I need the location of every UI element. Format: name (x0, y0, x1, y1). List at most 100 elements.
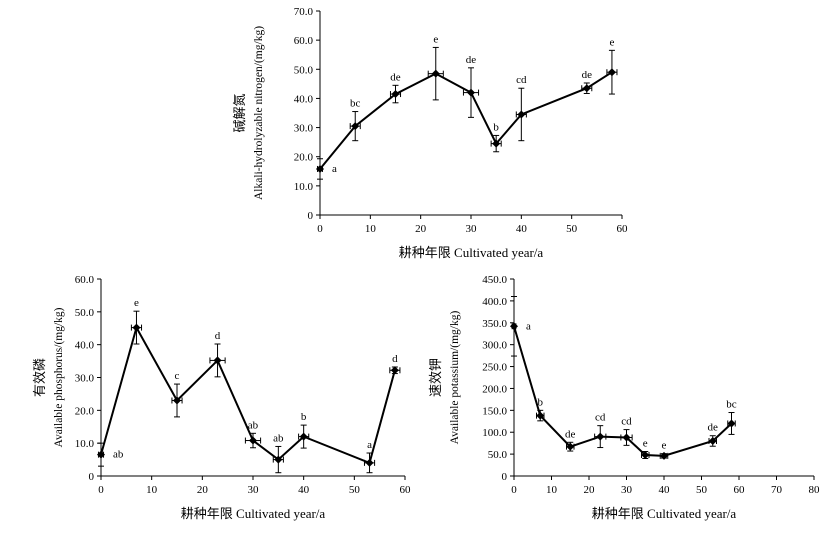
x-tick-label: 0 (511, 484, 517, 496)
y-tick-label: 20.0 (75, 405, 95, 417)
x-tick-label: 80 (809, 484, 821, 496)
significance-label: cd (621, 416, 632, 428)
x-tick-label: 10 (365, 223, 377, 235)
data-point (299, 432, 308, 441)
x-axis-label: 耕种年限 Cultivated year/a (592, 506, 737, 521)
data-point (510, 322, 518, 331)
y-tick-label: 450.0 (482, 274, 507, 286)
y-tick-label: 60.0 (75, 274, 95, 286)
data-point (536, 411, 545, 420)
y-tick-label: 40.0 (294, 93, 314, 105)
y-axis-label: Available phosphorus/(mg/kg) (53, 307, 65, 447)
x-tick-label: 10 (146, 484, 158, 496)
x-tick-label: 0 (317, 223, 323, 235)
series-line (100, 324, 396, 465)
y-tick-label: 30.0 (75, 373, 95, 385)
significance-label: c (175, 370, 180, 382)
x-tick-label: 10 (546, 484, 558, 496)
data-point (607, 68, 616, 77)
y-tick-label: 150.0 (482, 405, 507, 417)
significance-label: bc (726, 399, 737, 411)
significance-label: e (134, 297, 139, 309)
y-tick-label: 70.0 (294, 6, 314, 18)
significance-label: ab (248, 419, 259, 431)
data-point (351, 122, 360, 131)
data-point (708, 436, 717, 445)
significance-label: de (708, 422, 719, 434)
data-point (582, 84, 591, 93)
x-axis-label: 耕种年限 Cultivated year/a (181, 506, 326, 521)
significance-label: e (433, 33, 438, 45)
data-point (132, 323, 141, 332)
significance-label: bc (350, 98, 361, 110)
y-axis-label: Available potassium/(mg/kg) (449, 311, 461, 445)
significance-label: b (301, 411, 307, 423)
significance-label: de (565, 428, 576, 440)
series-line (319, 71, 613, 170)
y-tick-label: 50.0 (294, 64, 314, 76)
significance-label: b (538, 396, 544, 408)
y-tick-label: 50.0 (75, 307, 95, 319)
y-tick-label: 10.0 (294, 181, 314, 193)
y-tick-label: 100.0 (482, 427, 507, 439)
significance-label: de (466, 54, 477, 66)
significance-label: a (332, 163, 337, 175)
y-tick-label: 60.0 (294, 35, 314, 47)
y-tick-label: 250.0 (482, 362, 507, 374)
data-point (622, 433, 631, 442)
x-tick-label: 30 (248, 484, 260, 496)
data-point (365, 458, 374, 467)
data-point (517, 110, 526, 119)
chart-potassium: 0 50.0 100.0 150.0 200.0 250.0 300.0 350.0 400.0… (428, 274, 820, 521)
data-point (641, 450, 650, 459)
significance-label: ab (273, 432, 284, 444)
y-tick-label: 50.0 (488, 449, 508, 461)
significance-label: ab (113, 449, 124, 461)
y-axis-label: Alkali-hydrolyzable nitrogen/(mg/kg) (253, 26, 265, 200)
significance-label: e (662, 440, 667, 452)
data-point (274, 455, 283, 464)
x-tick-label: 0 (98, 484, 104, 496)
y-axis-label-cn: 有效磷 (32, 358, 47, 397)
x-tick-label: 30 (621, 484, 633, 496)
significance-label: de (582, 69, 593, 81)
y-tick-label: 10.0 (75, 438, 95, 450)
significance-label: b (493, 121, 499, 133)
significance-label: d (392, 353, 398, 365)
significance-label: d (215, 330, 221, 342)
significance-label: cd (595, 412, 606, 424)
y-axis-label-cn: 碱解氮 (232, 93, 247, 132)
y-tick-label: 300.0 (482, 340, 507, 352)
y-tick-label: 200.0 (482, 383, 507, 395)
significance-label: a (367, 439, 372, 451)
y-axis-label-cn: 速效钾 (428, 358, 443, 397)
data-point (213, 356, 222, 365)
data-point (566, 442, 575, 451)
data-point (431, 69, 440, 78)
chart-phosphorus: 0 10.0 20.0 30.0 40.0 50.0 60.0 0 10 20 30 40 50 60 耕种… (32, 274, 411, 521)
significance-label: de (390, 71, 401, 83)
data-point (390, 366, 399, 375)
data-point (727, 419, 736, 428)
data-point (391, 90, 400, 99)
data-point (97, 450, 105, 459)
data-point (467, 88, 475, 97)
data-point (660, 451, 668, 460)
x-tick-label: 50 (349, 484, 361, 496)
x-tick-label: 60 (734, 484, 746, 496)
x-tick-label: 50 (566, 223, 578, 235)
data-point (173, 396, 181, 405)
significance-label: e (609, 36, 614, 48)
y-tick-label: 400.0 (482, 296, 507, 308)
x-tick-label: 40 (298, 484, 310, 496)
data-point (492, 139, 501, 148)
x-tick-label: 30 (466, 223, 478, 235)
x-tick-label: 40 (659, 484, 671, 496)
significance-label: a (526, 320, 531, 332)
x-tick-label: 40 (516, 223, 528, 235)
y-tick-label: 0 (308, 210, 314, 222)
x-tick-label: 60 (400, 484, 412, 496)
y-tick-label: 350.0 (482, 318, 507, 330)
x-tick-label: 50 (696, 484, 708, 496)
